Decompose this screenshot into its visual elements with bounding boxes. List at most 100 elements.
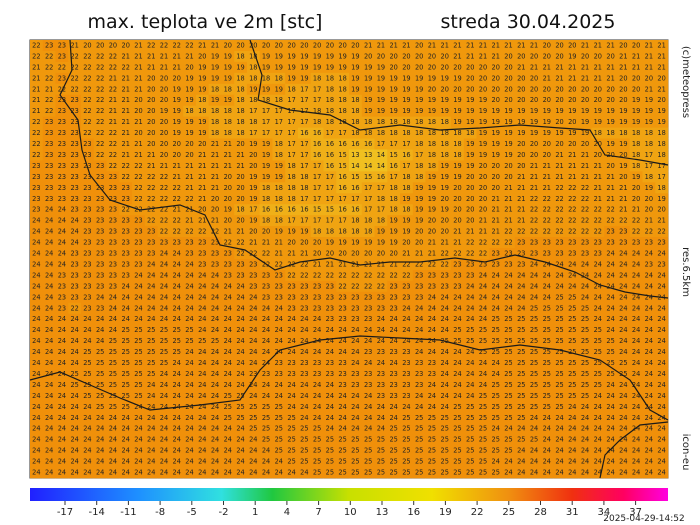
cell-value: 17 [262, 118, 270, 126]
cell-value: 20 [415, 63, 423, 71]
cell-value: 25 [453, 469, 461, 477]
cell-fill [310, 423, 324, 435]
cell-fill [387, 291, 401, 304]
cell-value: 24 [109, 414, 117, 422]
cell-value: 24 [70, 436, 78, 444]
cell-fill [55, 401, 69, 413]
cell-value: 23 [338, 315, 346, 323]
cell-fill [476, 346, 490, 358]
cell-value: 23 [402, 293, 410, 301]
cell-value: 24 [466, 304, 474, 312]
cell-value: 24 [275, 304, 283, 312]
cell-value: 25 [109, 348, 117, 356]
cell-value: 18 [453, 129, 461, 137]
cell-value: 24 [198, 370, 206, 378]
cell-fill [463, 72, 477, 85]
cell-value: 19 [632, 96, 640, 104]
cell-value: 24 [122, 425, 130, 433]
cell-value: 24 [45, 447, 53, 455]
cell-fill [591, 182, 605, 194]
cell-fill [272, 72, 286, 85]
cell-value: 23 [338, 293, 346, 301]
cell-value: 23 [83, 173, 91, 181]
cell-value: 19 [313, 63, 321, 71]
cell-fill [183, 149, 197, 161]
cell-fill [565, 390, 579, 402]
cell-fill [208, 368, 222, 380]
cell-value: 19 [249, 195, 257, 203]
cell-value: 25 [300, 447, 308, 455]
cell-fill [106, 127, 120, 139]
cell-fill [425, 160, 439, 172]
cell-fill [55, 149, 69, 161]
cell-fill [285, 248, 299, 260]
resolution: res.6.5km [680, 247, 691, 297]
cell-fill [438, 160, 452, 172]
cell-value: 20 [109, 41, 117, 49]
cell-value: 20 [160, 74, 168, 82]
cell-fill [463, 138, 477, 150]
cell-fill [463, 401, 477, 413]
cell-value: 23 [58, 52, 66, 60]
cell-fill [30, 390, 44, 402]
cell-fill [234, 434, 248, 446]
cell-fill [463, 226, 477, 238]
cell-value: 24 [45, 348, 53, 356]
cell-value: 24 [517, 282, 525, 290]
cell-value: 21 [606, 41, 614, 49]
cell-value: 19 [645, 96, 653, 104]
cell-value: 21 [568, 151, 576, 159]
cell-fill [642, 40, 656, 52]
cell-fill [119, 171, 133, 183]
cell-fill [336, 138, 350, 150]
cell-fill [30, 226, 44, 238]
cell-fill [106, 280, 120, 293]
cell-value: 20 [300, 41, 308, 49]
cell-fill [451, 291, 465, 304]
cell-fill [68, 72, 82, 85]
cell-value: 19 [173, 85, 181, 93]
cell-value: 25 [300, 436, 308, 444]
cell-value: 24 [32, 304, 40, 312]
cell-value: 24 [543, 271, 551, 279]
cell-fill [578, 357, 592, 369]
cell-fill [604, 94, 618, 106]
cell-value: 23 [389, 282, 397, 290]
cell-fill [208, 40, 222, 52]
cell-value: 21 [555, 151, 563, 159]
cell-fill [425, 40, 439, 52]
cell-fill [221, 193, 235, 205]
cell-value: 22 [632, 228, 640, 236]
cell-value: 25 [249, 414, 257, 422]
cell-fill [578, 379, 592, 391]
cell-fill [514, 302, 528, 315]
cell-fill [502, 204, 516, 216]
cell-value: 25 [517, 381, 525, 389]
map-date: streda 30.04.2025 [441, 11, 616, 33]
cell-fill [387, 127, 401, 139]
cell-value: 24 [415, 315, 423, 323]
cell-fill [349, 412, 363, 424]
cell-fill [412, 160, 426, 172]
cell-fill [310, 259, 324, 271]
cell-value: 19 [185, 85, 193, 93]
cell-fill [374, 248, 388, 260]
cell-fill [349, 248, 363, 260]
cell-fill [642, 83, 656, 96]
cell-value: 23 [492, 260, 500, 268]
cell-fill [157, 226, 171, 238]
cell-fill [565, 401, 579, 413]
cell-fill [374, 401, 388, 413]
cell-fill [514, 368, 528, 380]
cell-value: 18 [645, 129, 653, 137]
cell-value: 16 [326, 151, 334, 159]
cell-value: 23 [581, 250, 589, 258]
cell-value: 25 [606, 337, 614, 345]
cell-fill [616, 226, 631, 238]
cell-value: 25 [185, 326, 193, 334]
cell-value: 21 [32, 96, 40, 104]
cell-fill [400, 434, 414, 446]
cell-value: 20 [313, 239, 321, 247]
cell-fill [349, 215, 363, 227]
